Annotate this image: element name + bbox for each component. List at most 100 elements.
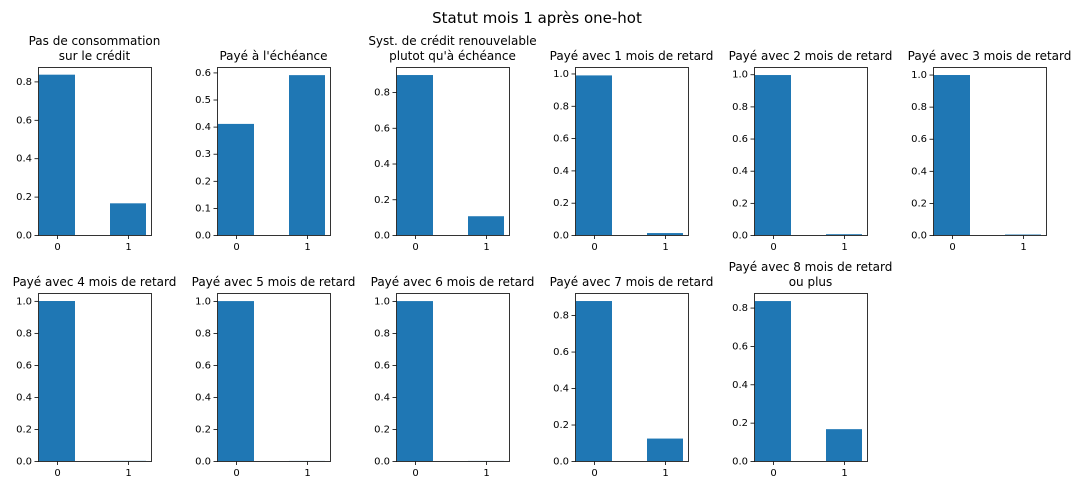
bar-1 [110, 203, 146, 235]
y-tick-label: 0.8 [553, 311, 569, 322]
bar-0 [755, 75, 791, 235]
y-tick-label: 0.8 [16, 77, 32, 88]
subplot-title: Payé avec 7 mois de retard [550, 275, 714, 289]
y-tick-label: 1.0 [374, 297, 390, 308]
subplot-title: Payé avec 1 mois de retard [550, 49, 714, 63]
subplot-title: Payé avec 3 mois de retard [908, 49, 1072, 63]
y-tick-label: 0.0 [16, 457, 32, 468]
y-tick-label: 0.3 [195, 149, 211, 160]
y-tick-label: 0.0 [195, 231, 211, 242]
y-tick-label: 0.1 [195, 203, 211, 214]
y-tick-label: 0.2 [16, 192, 32, 203]
x-tick-label: 1 [483, 242, 489, 253]
y-tick-label: 0.6 [732, 134, 748, 145]
y-tick-label: 0.6 [374, 361, 390, 372]
x-tick-label: 0 [412, 468, 418, 479]
x-tick-label: 0 [770, 468, 776, 479]
bar-0 [39, 301, 75, 461]
y-tick-label: 0.4 [911, 166, 927, 177]
y-tick-label: 0.8 [374, 329, 390, 340]
y-tick-label: 0.0 [732, 457, 748, 468]
axes-frame [396, 293, 510, 462]
subplot-4: 0.0 0.2 0.4 0.6 0.8 1.0 0 1 Payé avec 1 mois de … [550, 49, 714, 253]
y-tick-label: 0.4 [16, 154, 32, 165]
y-tick-label: 0.8 [16, 328, 32, 339]
subplot-9: 0.0 0.2 0.4 0.6 0.8 1.0 0 1 Payé avec 6 mois de … [371, 275, 535, 479]
y-tick-label: 0.4 [374, 159, 390, 170]
bar-0 [576, 301, 612, 461]
axes-frame [38, 67, 152, 236]
bar-1 [647, 233, 683, 235]
x-tick-label: 1 [1020, 242, 1026, 253]
y-tick-label: 0.0 [374, 457, 390, 468]
y-tick-label: 0.2 [732, 418, 748, 429]
y-tick-label: 0.0 [553, 231, 569, 242]
subplot-title: Payé avec 5 mois de retard [192, 275, 356, 289]
y-tick-label: 0.6 [911, 134, 927, 145]
x-tick-label: 0 [591, 242, 597, 253]
y-tick-label: 1.0 [16, 296, 32, 307]
x-tick-label: 0 [54, 242, 60, 253]
y-tick-label: 0.4 [16, 392, 32, 403]
y-tick-label: 0.4 [732, 380, 748, 391]
subplot-title: Pas de consommation [29, 34, 161, 48]
bar-0 [934, 75, 970, 236]
y-tick-label: 0.0 [553, 457, 569, 468]
axes-frame [217, 293, 331, 462]
subplot-title: Payé avec 6 mois de retard [371, 275, 535, 289]
x-tick-label: 1 [125, 468, 131, 479]
x-tick-label: 1 [662, 468, 668, 479]
y-tick-label: 0.6 [732, 341, 748, 352]
axes-frame [396, 67, 510, 236]
bar-1 [647, 438, 683, 461]
y-tick-label: 0.4 [195, 393, 211, 404]
subplot-7: 0.0 0.2 0.4 0.6 0.8 1.0 0 1 Payé avec 4 mois de … [13, 275, 177, 479]
subplot-8: 0.0 0.2 0.4 0.6 0.8 1.0 0 1 Payé avec 5 mois de … [192, 275, 356, 479]
subplot-1: 0.0 0.2 0.4 0.6 0.8 0 1 Pas de consommationsur … [16, 34, 160, 253]
subplot-title: plutot qu'à échéance [389, 49, 516, 63]
y-tick-label: 0.6 [374, 123, 390, 134]
y-tick-label: 0.8 [195, 329, 211, 340]
subplot-title: ou plus [789, 275, 833, 289]
y-tick-label: 0.6 [195, 361, 211, 372]
x-tick-label: 1 [304, 468, 310, 479]
y-tick-label: 0.4 [732, 166, 748, 177]
axes-frame [575, 67, 689, 236]
subplot-11: 0.0 0.2 0.4 0.6 0.8 0 1 Payé avec 8 mois de ret… [729, 260, 893, 479]
axes-frame [754, 293, 868, 462]
subplot-10: 0.0 0.2 0.4 0.6 0.8 0 1 Payé avec 7 mois de ret… [550, 275, 714, 479]
y-tick-label: 0.4 [374, 393, 390, 404]
x-tick-label: 1 [125, 242, 131, 253]
subplot-title: Syst. de crédit renouvelable [368, 34, 536, 48]
y-tick-label: 1.0 [732, 70, 748, 81]
x-tick-label: 0 [412, 242, 418, 253]
axes-frame [217, 67, 331, 236]
x-tick-label: 0 [54, 468, 60, 479]
x-tick-label: 0 [949, 242, 955, 253]
subplot-title: Payé avec 2 mois de retard [729, 49, 893, 63]
y-tick-label: 0.8 [374, 88, 390, 99]
y-tick-label: 0.4 [195, 122, 211, 133]
axes-frame [575, 293, 689, 462]
bar-1 [289, 75, 325, 235]
x-tick-label: 1 [483, 468, 489, 479]
subplot-title: Payé à l'échéance [219, 49, 327, 63]
y-tick-label: 0.2 [374, 425, 390, 436]
axes-frame [38, 293, 152, 462]
subplot-6: 0.0 0.2 0.4 0.6 0.8 1.0 0 1 Payé avec 3 mois de … [908, 49, 1072, 253]
y-tick-label: 0.6 [553, 134, 569, 145]
y-tick-label: 0.0 [374, 231, 390, 242]
bar-0 [755, 301, 791, 461]
x-tick-label: 0 [591, 468, 597, 479]
figure-title: Statut mois 1 après one-hot [432, 9, 642, 27]
bar-0 [397, 75, 433, 235]
y-tick-label: 0.6 [16, 115, 32, 126]
y-tick-label: 0.8 [553, 101, 569, 112]
y-tick-label: 0.2 [553, 420, 569, 431]
subplot-2: 0.0 0.1 0.2 0.3 0.4 0.5 0.6 0 1 Payé à l'échéance [195, 49, 331, 253]
subplot-grid: 0.0 0.2 0.4 0.6 0.8 0 1 Pas de consommationsur … [13, 34, 1072, 479]
y-tick-label: 0.2 [195, 176, 211, 187]
bar-0 [576, 75, 612, 236]
y-tick-label: 0.0 [195, 457, 211, 468]
x-tick-label: 0 [233, 242, 239, 253]
